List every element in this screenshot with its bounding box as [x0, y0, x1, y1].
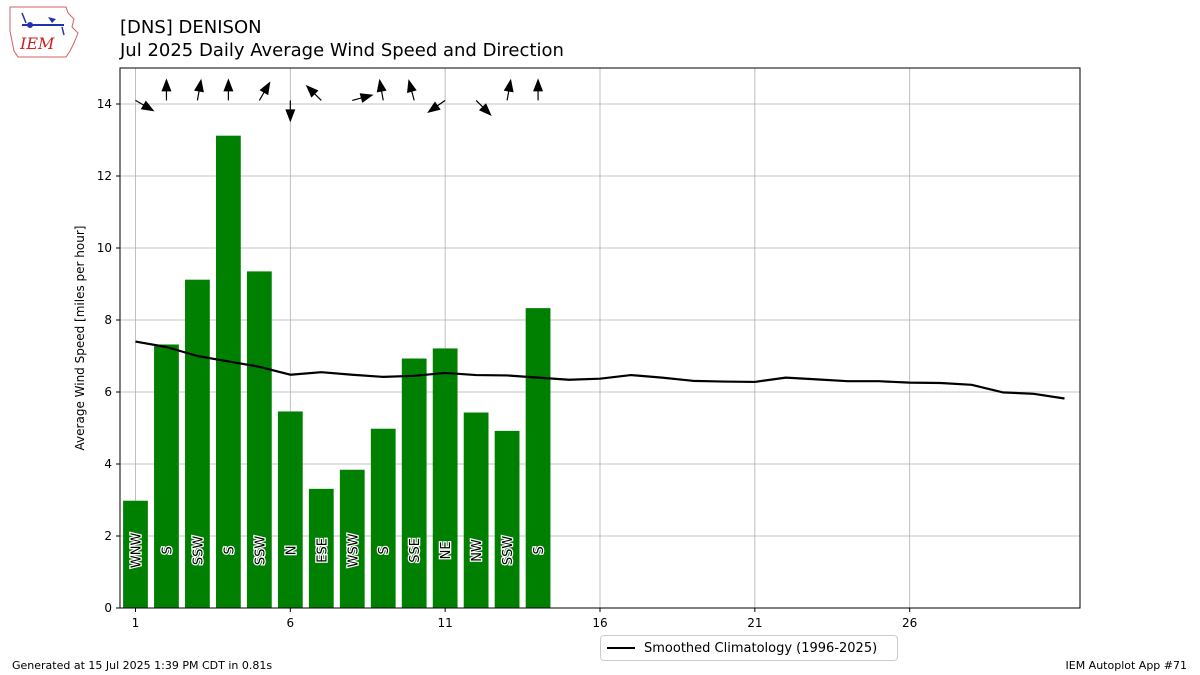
y-tick-label: 0	[104, 601, 112, 615]
app-id: IEM Autoplot App #71	[1065, 659, 1188, 672]
wind-direction-arrow	[194, 78, 204, 101]
arrow-shaft	[258, 91, 265, 101]
bar	[246, 271, 272, 608]
arrow-shaft	[135, 99, 145, 106]
arrow-head	[503, 78, 514, 93]
wind-direction-arrow	[407, 79, 417, 101]
x-tick-label: 21	[747, 616, 762, 630]
arrow-head	[140, 100, 155, 112]
y-axis-label: Average Wind Speed [miles per hour]	[73, 226, 87, 451]
wind-direction-arrow	[352, 93, 374, 103]
wind-direction-arrow	[376, 78, 387, 101]
chart-subtitle: Jul 2025 Daily Average Wind Speed and Di…	[120, 40, 564, 61]
legend-line-swatch	[607, 647, 635, 649]
bar-direction-label: WNW	[129, 533, 144, 569]
climatology-line	[135, 340, 1065, 400]
legend-label: Smoothed Climatology (1996-2025)	[644, 640, 878, 656]
arrow-head	[161, 78, 172, 92]
arrow-shaft	[196, 90, 200, 101]
bars	[123, 135, 551, 608]
bar	[277, 411, 303, 608]
bar-direction-label: SSW	[191, 536, 206, 566]
x-tick-label: 16	[592, 616, 607, 630]
bar-direction-label: S	[532, 546, 547, 554]
wind-direction-arrow	[533, 78, 544, 101]
wind-direction-arrow	[305, 84, 322, 101]
bar-direction-label: SSW	[253, 536, 268, 566]
arrow-shaft	[313, 92, 322, 101]
arrow-shaft	[506, 90, 510, 101]
bar-direction-label: ESE	[315, 538, 330, 563]
wind-direction-arrow	[503, 78, 514, 101]
bar	[308, 488, 334, 608]
bar-direction-label: N	[284, 546, 299, 556]
wind-direction-arrow	[135, 99, 155, 112]
bar-direction-label: SSE	[408, 538, 423, 563]
arrow-head	[305, 84, 319, 98]
chart-title: [DNS] DENISON	[120, 17, 262, 38]
y-tick-label: 12	[97, 169, 112, 183]
bar	[494, 430, 520, 608]
iem-logo-icon: IEM	[9, 6, 79, 58]
arrow-shaft	[352, 97, 363, 101]
y-tick-label: 8	[104, 313, 112, 327]
bar	[463, 412, 489, 608]
x-tick-label: 1	[132, 616, 140, 630]
bar-direction-label: NE	[439, 541, 454, 559]
arrow-head	[194, 78, 204, 93]
arrow-shaft	[436, 99, 446, 107]
y-tick-label: 2	[104, 529, 112, 543]
x-ticks: 1 6 11 16 21 26	[132, 608, 917, 630]
x-tick-label: 26	[902, 616, 917, 630]
y-tick-label: 14	[97, 97, 112, 111]
wind-direction-arrow	[427, 99, 446, 114]
arrow-head	[259, 81, 271, 96]
chart-legend: Smoothed Climatology (1996-2025)	[600, 635, 898, 661]
bar-direction-label: S	[160, 546, 175, 554]
climatology-series	[135, 340, 1065, 400]
wind-direction-arrow	[223, 78, 234, 101]
bar	[432, 348, 458, 608]
wind-direction-arrow	[475, 99, 492, 116]
bar	[154, 344, 179, 608]
bar	[370, 428, 396, 608]
bar	[339, 469, 365, 608]
arrow-head	[359, 93, 374, 103]
arrow-head	[427, 101, 441, 114]
bar	[123, 500, 148, 608]
arrow-head	[478, 103, 492, 116]
y-tick-label: 6	[104, 385, 112, 399]
x-tick-label: 6	[287, 616, 295, 630]
bar-direction-label: WSW	[346, 533, 361, 567]
logo-text: IEM	[19, 34, 55, 53]
arrow-head	[223, 78, 234, 92]
arrow-head	[285, 109, 296, 123]
wind-direction-arrow	[258, 81, 271, 101]
wind-direction-arrow	[285, 100, 296, 123]
y-ticks: 0 2 4 6 8 10 12 14	[97, 97, 120, 615]
arrow-shaft	[475, 99, 484, 108]
direction-arrows	[135, 78, 544, 123]
arrow-shaft	[411, 90, 415, 101]
bar	[401, 358, 427, 608]
y-tick-label: 4	[104, 457, 112, 471]
generated-timestamp: Generated at 15 Jul 2025 1:39 PM CDT in …	[12, 659, 273, 672]
arrow-head	[407, 79, 417, 94]
direction-labels: WNW S SSW S SSW N ESE WSW S SSE NE NW SSW S	[128, 531, 548, 569]
bar-direction-label: S	[222, 546, 237, 554]
x-tick-label: 11	[438, 616, 453, 630]
bar-direction-label: SSW	[501, 536, 516, 566]
bar	[185, 279, 210, 608]
arrow-head	[376, 78, 387, 93]
bar-direction-label: S	[377, 546, 392, 554]
wind-direction-arrow	[161, 78, 172, 101]
y-tick-label: 10	[97, 241, 112, 255]
arrow-shaft	[380, 90, 384, 101]
bar	[216, 135, 241, 608]
arrow-head	[533, 78, 544, 92]
bar	[525, 308, 551, 608]
bar-direction-label: NW	[470, 539, 485, 562]
